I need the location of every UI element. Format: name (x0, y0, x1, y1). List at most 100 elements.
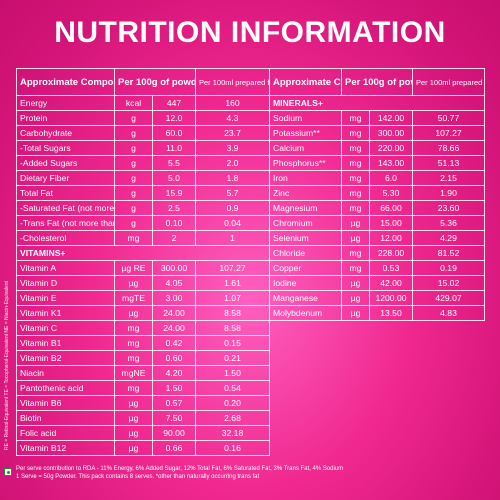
nutrient-name: -Saturated Fat (not more than) (16, 200, 115, 216)
value-per-100ml: 0.54 (195, 380, 270, 396)
table-row: Calcium mg 220.00 78.66 (269, 140, 485, 156)
value-per-100g: 5.30 (369, 185, 413, 201)
nutrient-name: Copper (269, 260, 342, 276)
table-row: Chromium µg 15.00 5.36 (269, 215, 485, 231)
value-per-100g: 0.66 (152, 440, 196, 456)
nutrient-name: Carbohydrate (16, 125, 115, 141)
nutrient-name: -Total Sugars (16, 140, 115, 156)
value-per-100ml: 0.9 (195, 200, 270, 216)
value-per-100g: 1.50 (152, 380, 196, 396)
value-per-100g: 228.00 (369, 245, 413, 261)
value-per-100ml: 160 (195, 95, 270, 111)
value-per-100g: 24.00 (152, 320, 196, 336)
value-per-100ml: 4.29 (412, 230, 485, 246)
table-header: Approximate Composition Per 100g of powd… (16, 68, 270, 96)
nutrient-name: Energy (16, 95, 115, 111)
value-per-100g: 12.00 (369, 230, 413, 246)
table-header: Approximate Composition Per 100g of powd… (269, 68, 485, 96)
table-row: Manganese µg 1200.00 429.07 (269, 290, 485, 306)
value-per-100ml: 81.52 (412, 245, 485, 261)
value-per-100g: 6.0 (369, 170, 413, 186)
value-per-100ml: 32.18 (195, 425, 270, 441)
nutrient-name: Vitamin B2 (16, 350, 115, 366)
table-row: Dietary Fiber g 5.0 1.8 (16, 170, 270, 186)
value-per-100ml: 1.07 (195, 290, 270, 306)
table-row: Sodium mg 142.00 50.77 (269, 110, 485, 126)
unit: mg (341, 260, 370, 276)
unit: µg (341, 230, 370, 246)
unit: mg (341, 170, 370, 186)
nutrient-name: Potassium** (269, 125, 342, 141)
value-per-100ml: 1.61 (195, 275, 270, 291)
header-per-100g: Per 100g of powder^ (114, 68, 196, 96)
header-per-100g: Per 100g of powder^ (341, 68, 413, 96)
table-row: -Cholesterol mg 2 1 (16, 230, 270, 246)
value-per-100g: 7.50 (152, 410, 196, 426)
header-per-100ml: Per 100ml prepared feed (195, 68, 270, 96)
table-row: Selenium µg 12.00 4.29 (269, 230, 485, 246)
value-per-100ml: 51.13 (412, 155, 485, 171)
unit: g (114, 200, 153, 216)
table-row: Vitamin K1 µg 24.00 8.58 (16, 305, 270, 321)
table-row: Phosphorus** mg 143.00 51.13 (269, 155, 485, 171)
unit: µg RE (114, 260, 153, 276)
value-per-100g: 3.00 (152, 290, 196, 306)
value-per-100g: 300.00 (152, 260, 196, 276)
nutrient-name: Pantothenic acid (16, 380, 115, 396)
nutrient-name: -Cholesterol (16, 230, 115, 246)
unit: µg (114, 410, 153, 426)
value-per-100ml: 5.36 (412, 215, 485, 231)
unit: kcal (114, 95, 153, 111)
unit: mg (341, 185, 370, 201)
table-row: Iodine µg 42.00 15.02 (269, 275, 485, 291)
nutrient-name: Vitamin K1 (16, 305, 115, 321)
header-composition: Approximate Composition (16, 68, 115, 96)
value-per-100ml: 5.7 (195, 185, 270, 201)
value-per-100ml: 15.02 (412, 275, 485, 291)
unit: g (114, 110, 153, 126)
value-per-100g: 300.00 (369, 125, 413, 141)
table-row: Carbohydrate g 60.0 23.7 (16, 125, 270, 141)
table-row: Niacin mgNE 4.20 1.50 (16, 365, 270, 381)
table-row: Energy kcal 447 160 (16, 95, 270, 111)
unit: mg (114, 350, 153, 366)
value-per-100g: 220.00 (369, 140, 413, 156)
unit: g (114, 215, 153, 231)
table-row: Vitamin B12 µg 0.66 0.16 (16, 440, 270, 456)
unit: µg (114, 305, 153, 321)
nutrient-name: Vitamin C (16, 320, 115, 336)
value-per-100ml: 23.7 (195, 125, 270, 141)
nutrient-name: Molybdenum (269, 305, 342, 321)
unit: g (114, 170, 153, 186)
table-row: Vitamin B2 mg 0.60 0.21 (16, 350, 270, 366)
rda-note: Per serve contribution to RDA - 11% Ener… (16, 466, 344, 472)
header-per-100ml: Per 100ml prepared feed (412, 68, 485, 96)
value-per-100g: 1200.00 (369, 290, 413, 306)
unit-abbreviations-note: RE = Retinol-Equivalent TE = Tocopherol-… (4, 281, 10, 450)
unit: g (114, 125, 153, 141)
value-per-100g: 24.00 (152, 305, 196, 321)
value-per-100ml: 4.3 (195, 110, 270, 126)
section-heading-row: MINERALS+ (269, 95, 485, 111)
value-per-100ml: 1.50 (195, 365, 270, 381)
nutrient-name: -Added Sugars (16, 155, 115, 171)
unit: mg (341, 125, 370, 141)
nutrient-name: Biotin (16, 410, 115, 426)
table-row: Chloride mg 228.00 81.52 (269, 245, 485, 261)
unit: µg (114, 425, 153, 441)
value-per-100g: 0.10 (152, 215, 196, 231)
nutrient-name: Vitamin B6 (16, 395, 115, 411)
value-per-100ml: 2.68 (195, 410, 270, 426)
table-row: Biotin µg 7.50 2.68 (16, 410, 270, 426)
nutrition-table-right: Approximate Composition Per 100g of powd… (269, 68, 485, 321)
unit: mg (341, 245, 370, 261)
unit: g (114, 155, 153, 171)
unit: µg (341, 275, 370, 291)
nutrient-name: Chromium (269, 215, 342, 231)
header-composition: Approximate Composition (269, 68, 342, 96)
table-row: -Total Sugars g 11.0 3.9 (16, 140, 270, 156)
value-per-100ml: 2.15 (412, 170, 485, 186)
nutrient-name: Phosphorus** (269, 155, 342, 171)
value-per-100ml: 2.0 (195, 155, 270, 171)
nutrient-name: Manganese (269, 290, 342, 306)
